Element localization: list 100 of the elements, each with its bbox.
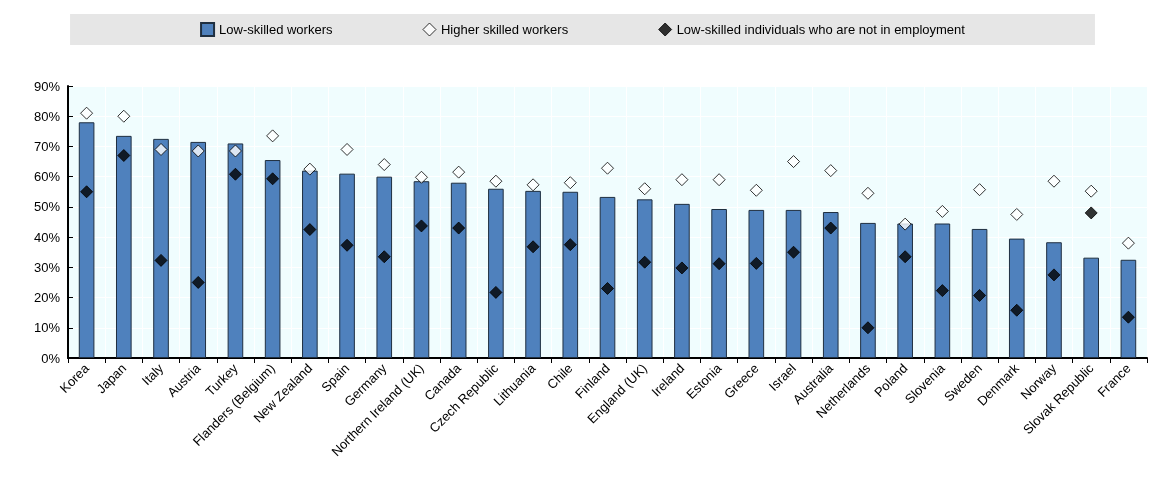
y-tick-label: 0% [41,350,61,366]
bar [897,223,913,358]
point [675,261,689,275]
y-tick-label: 80% [33,108,61,124]
bar [376,176,393,358]
point [1084,184,1098,198]
point [935,284,949,298]
y-tick-label: 30% [33,259,61,275]
bar [153,138,169,358]
bar [264,160,281,358]
y-tick-label: 50% [33,199,61,215]
point [414,170,428,184]
point [340,142,354,156]
x-tick-label: Italy [138,360,167,389]
point [489,174,503,188]
point [377,158,391,172]
bar [748,209,765,358]
point [1084,206,1098,220]
bar [636,199,653,358]
point [191,275,205,289]
point [749,256,763,270]
point [638,255,652,269]
bar [562,191,579,358]
point [80,106,94,120]
point [861,321,875,335]
y-tick-label: 40% [33,229,61,245]
point [452,165,466,179]
point [1047,174,1061,188]
point [1047,268,1061,282]
point [787,245,801,259]
bar [413,181,430,358]
point [228,167,242,181]
point [749,183,763,197]
point [80,185,94,199]
bar [934,223,951,358]
point [377,250,391,264]
bar [674,203,690,358]
point [824,164,838,178]
point [601,281,614,295]
point [228,144,242,158]
bar [971,228,988,358]
bar [450,182,467,358]
point [1010,207,1024,221]
point [1121,236,1135,250]
point [117,149,131,163]
bar [78,122,95,358]
point [563,238,577,252]
bar [785,209,802,358]
point [489,285,503,299]
point [266,129,280,143]
point [340,238,354,252]
y-tick-label: 70% [33,138,61,154]
point [712,257,726,271]
bar [1046,242,1062,358]
legend-label: Low-skilled workers [219,22,333,37]
point [824,221,838,235]
legend-label: Low-skilled individuals who are not in employment [676,22,966,37]
bar [1008,238,1025,358]
point [712,173,726,187]
bar [227,143,244,358]
point [861,186,875,200]
point [898,217,912,231]
point [303,223,317,237]
point [154,142,168,156]
point [452,221,466,235]
bar [822,212,839,358]
point [973,183,987,197]
point [601,161,614,175]
y-tick-label: 20% [33,290,61,306]
point [1010,303,1024,317]
point [638,182,652,196]
point [526,240,540,254]
point [154,253,168,267]
point [117,109,131,123]
point [935,204,949,218]
point [563,176,577,190]
point [191,144,205,158]
point [898,250,912,264]
point [675,173,689,187]
point [1121,310,1135,324]
y-tick-label: 90% [33,78,61,94]
point [303,162,317,176]
point [787,155,801,169]
bar [190,141,207,358]
point [526,178,540,192]
bar [525,190,541,358]
bar [488,188,504,358]
bar [116,135,132,358]
bar [1083,257,1099,358]
point [414,219,428,233]
y-tick-label: 60% [33,169,61,185]
y-tick-label: 10% [33,320,61,336]
point [973,288,987,302]
bar [339,173,355,358]
legend-label: Higher skilled workers [440,22,569,37]
bar [302,170,318,358]
bar [711,209,727,358]
bar [599,196,616,358]
point [266,172,280,186]
bar [860,222,876,358]
